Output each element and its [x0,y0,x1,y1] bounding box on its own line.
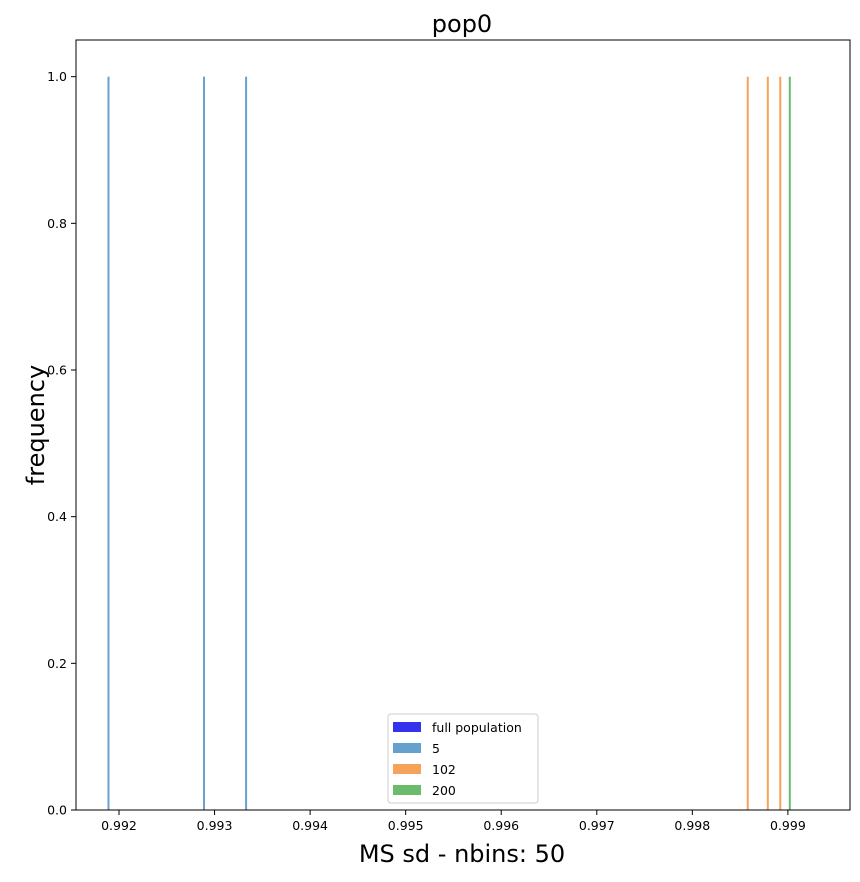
x-tick-label: 0.992 [101,818,137,833]
y-tick-label: 0.0 [47,803,67,818]
x-tick-label: 0.998 [674,818,710,833]
histogram-bar [203,76,206,811]
legend-label: 200 [432,783,456,798]
legend-swatch [393,743,421,753]
legend-swatch [393,722,421,732]
legend-label: 5 [432,741,440,756]
histogram-bar [788,76,791,811]
plot-area: 0.992 0.993 0.994 0.995 0.996 0.997 0.998 0.999… [47,39,851,833]
histogram-bar [779,76,782,811]
histogram-bar [107,76,110,811]
y-tick-label: 0.2 [47,656,67,671]
y-axis-label: frequency [22,365,50,485]
legend-label: 102 [432,762,456,777]
histogram-bar [746,76,749,811]
legend: full population 5 102 200 [387,713,539,804]
histogram-bar [766,76,769,811]
x-tick-label: 0.993 [197,818,233,833]
legend-swatch [393,785,421,795]
legend-label: full population [432,720,522,735]
x-axis-label: MS sd - nbins: 50 [359,840,565,868]
chart-title: pop0 [432,10,492,38]
x-tick-label: 0.999 [770,818,806,833]
y-tick-label: 0.8 [47,216,67,231]
histogram-bar [245,76,248,811]
y-tick-label: 0.4 [47,509,67,524]
legend-swatch [393,764,421,774]
x-tick-label: 0.997 [579,818,615,833]
x-tick-label: 0.995 [388,818,424,833]
legend-box [387,713,539,804]
x-tick-label: 0.996 [483,818,519,833]
x-tick-label: 0.994 [292,818,328,833]
y-tick-label: 1.0 [47,69,67,84]
y-tick-label: 0.6 [47,363,67,378]
axes-frame [75,39,851,811]
